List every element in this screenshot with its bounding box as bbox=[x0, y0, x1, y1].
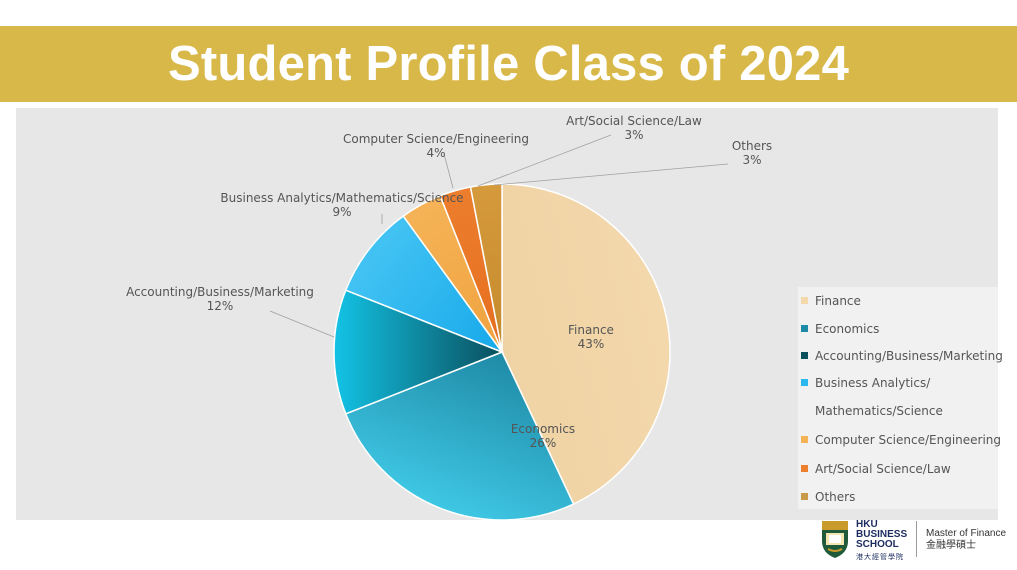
legend-swatch bbox=[801, 465, 808, 472]
title-banner: Student Profile Class of 2024 bbox=[0, 26, 1017, 102]
leader-line-others bbox=[493, 163, 729, 186]
legend-swatch bbox=[801, 493, 808, 500]
slice-label-others: Others bbox=[732, 139, 772, 153]
slice-value-art-social-science-law: 3% bbox=[624, 128, 643, 142]
leader-line-accounting-business-marketing bbox=[269, 310, 335, 338]
legend-label: Finance bbox=[815, 294, 861, 308]
legend-item-others: Others bbox=[801, 490, 855, 504]
slice-label-accounting-business-marketing: Accounting/Business/Marketing bbox=[126, 285, 314, 299]
slice-label-art-social-science-law: Art/Social Science/Law bbox=[566, 114, 702, 128]
footer-logo: HKU BUSINESS SCHOOL 港大經管學院 Master of Fin… bbox=[816, 519, 1017, 565]
chart-legend: Finance Economics Accounting/Business/Mark… bbox=[798, 287, 1003, 509]
legend-label: Computer Science/Engineering bbox=[815, 433, 1002, 447]
hku-business-school-name: HKU BUSINESS SCHOOL bbox=[856, 519, 908, 550]
slice-label-computer-science-engineering: Computer Science/Engineering bbox=[343, 132, 529, 146]
legend-item-business-analytics-mathematics-science: Business Analytics/ Mathematics/Science bbox=[801, 376, 943, 418]
slice-label-finance: Finance bbox=[568, 323, 614, 337]
pie-slice-economics bbox=[344, 351, 575, 520]
footer-divider bbox=[916, 521, 917, 557]
slice-value-others: 3% bbox=[742, 153, 761, 167]
legend-swatch bbox=[801, 352, 808, 359]
legend-swatch bbox=[801, 325, 808, 332]
legend-label: Economics bbox=[815, 322, 880, 336]
legend-label: Business Analytics/ Mathematics/Science bbox=[815, 376, 943, 418]
chart-area: Finance 43% Economics 26% Accounting/Busines… bbox=[16, 108, 1003, 520]
legend-swatch bbox=[801, 297, 808, 304]
legend-item-computer-science-engineering: Computer Science/Engineering bbox=[801, 433, 1002, 447]
pie-slice-business-analytics-mathematics-science bbox=[344, 215, 505, 354]
slice-label-business-analytics-mathematics-science: Business Analytics/Mathematics/Science bbox=[220, 191, 463, 205]
program-name-en: Master of Finance bbox=[926, 528, 1007, 539]
slice-value-finance: 43% bbox=[578, 337, 605, 351]
legend-swatch bbox=[801, 436, 808, 443]
pie-slice-finance bbox=[501, 183, 671, 506]
pie-slice-accounting-business-marketing bbox=[333, 289, 505, 415]
legend-label: Others bbox=[815, 490, 856, 504]
legend-item-accounting-business-marketing: Accounting/Business/Marketing bbox=[801, 349, 1003, 363]
slice-value-computer-science-engineering: 4% bbox=[426, 146, 445, 160]
slice-label-economics: Economics bbox=[511, 422, 575, 436]
program-name: Master of Finance 金融學碩士 bbox=[926, 528, 1006, 552]
slice-value-business-analytics-mathematics-science: 9% bbox=[332, 205, 351, 219]
hku-business-school-cn: 港大經管學院 bbox=[856, 553, 904, 561]
hku-crest-icon bbox=[822, 521, 848, 558]
legend-swatch bbox=[801, 379, 808, 386]
legend-item-art-social-science-law: Art/Social Science/Law bbox=[801, 462, 951, 476]
leader-line-art-social-science-law bbox=[477, 134, 612, 187]
legend-label: Art/Social Science/Law bbox=[815, 462, 951, 476]
legend-label: Accounting/Business/Marketing bbox=[815, 349, 1003, 363]
legend-item-economics: Economics bbox=[801, 322, 879, 336]
slice-value-accounting-business-marketing: 12% bbox=[207, 299, 234, 313]
legend-item-finance: Finance bbox=[801, 294, 861, 308]
slice-value-economics: 26% bbox=[530, 436, 557, 450]
program-name-cn: 金融學碩士 bbox=[926, 540, 976, 551]
leader-line-computer-science-engineering bbox=[443, 153, 454, 189]
page-title: Student Profile Class of 2024 bbox=[167, 37, 850, 91]
